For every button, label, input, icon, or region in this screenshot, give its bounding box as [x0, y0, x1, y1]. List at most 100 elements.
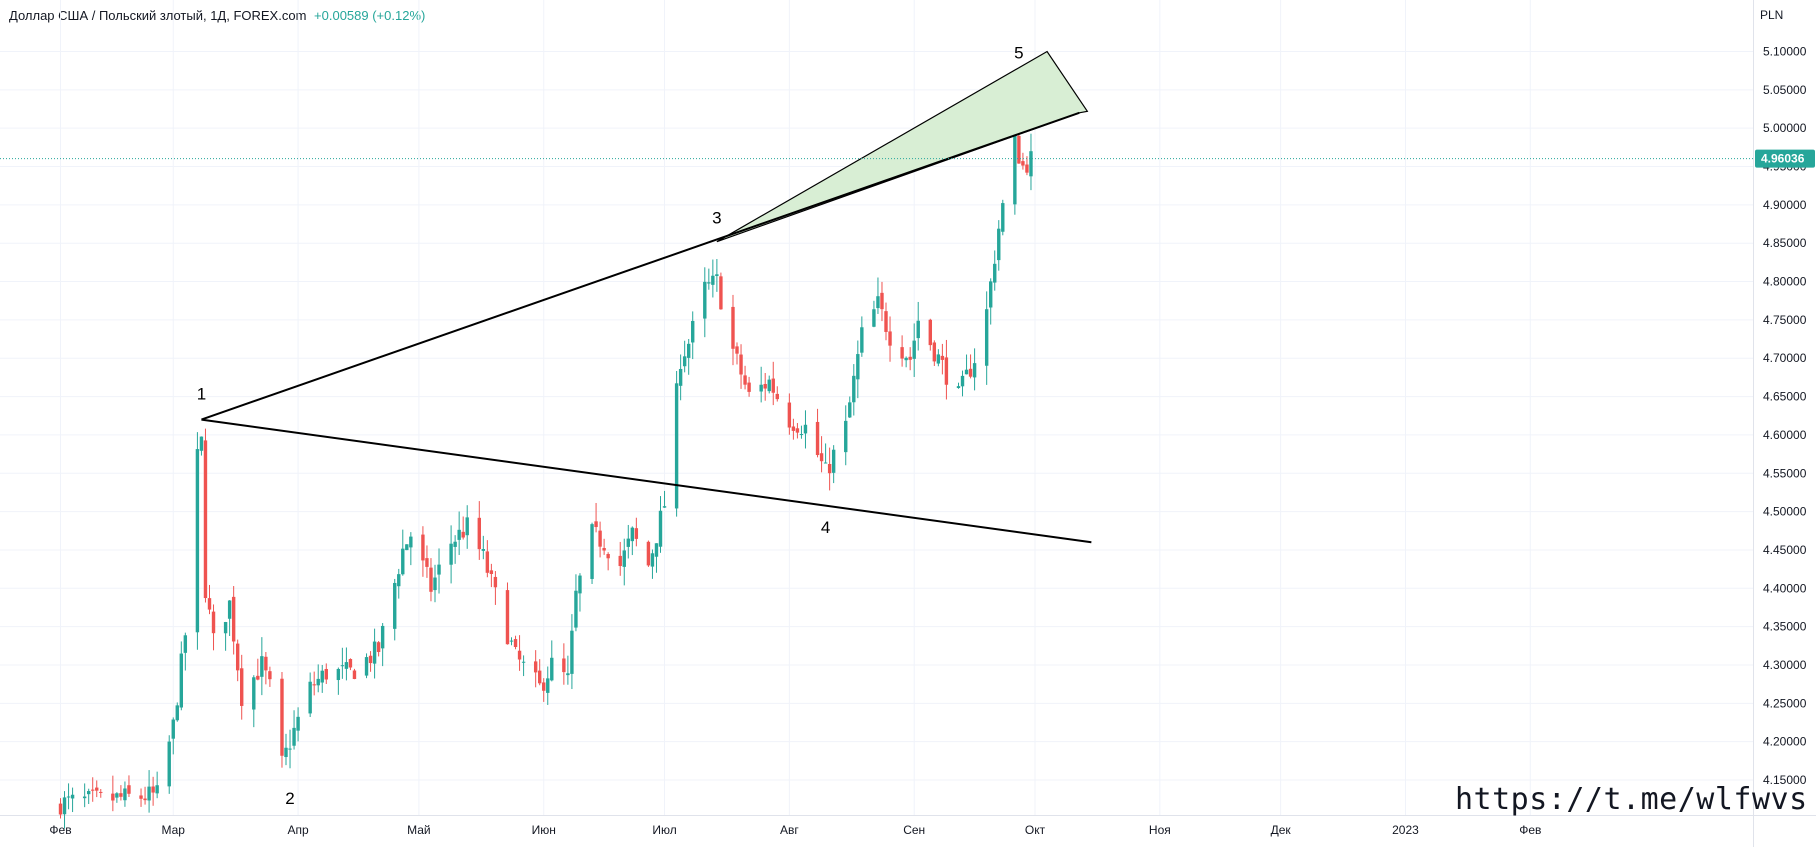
candle-body: [763, 383, 767, 389]
candle-body: [372, 641, 377, 664]
candle-body: [493, 576, 498, 588]
candle-body: [606, 554, 610, 559]
price-tick-label: 4.35000: [1763, 620, 1807, 634]
candle-body: [650, 553, 655, 567]
candle-up: [654, 543, 659, 573]
candle-body: [719, 276, 723, 310]
price-tick-label: 4.20000: [1763, 735, 1807, 749]
price-tick-label: 4.45000: [1763, 543, 1807, 557]
candle-down: [763, 372, 767, 401]
price-axis-unit: PLN: [1760, 8, 1784, 22]
candle-body: [368, 655, 373, 664]
candle-body: [731, 306, 735, 349]
candle-body: [1001, 203, 1005, 232]
wave-label-5: 5: [1014, 43, 1023, 62]
candle-body: [537, 670, 542, 684]
candle-up: [171, 717, 175, 755]
candle-down: [211, 604, 216, 651]
candle-down: [95, 780, 99, 798]
candle-up: [147, 770, 151, 813]
candle-down: [968, 354, 973, 379]
candle-body: [340, 665, 345, 667]
last-price-badge: [1755, 149, 1815, 168]
candle-body: [91, 789, 95, 791]
candle-down: [618, 541, 622, 576]
candle-body: [66, 796, 71, 798]
candle-body: [626, 538, 630, 547]
candle-down: [735, 342, 739, 365]
candle-body: [139, 795, 143, 799]
candle-body: [703, 281, 707, 319]
candle-body: [928, 319, 933, 346]
candle-body: [348, 659, 353, 668]
candle-down: [485, 540, 490, 578]
candle-body: [715, 274, 719, 276]
candle-down: [489, 563, 494, 588]
candle-body: [211, 611, 216, 634]
candle-up: [767, 375, 771, 394]
candle-body: [352, 670, 357, 680]
candle-up: [1001, 199, 1005, 236]
candle-body: [99, 791, 103, 793]
price-tick-label: 5.05000: [1763, 83, 1807, 97]
candle-body: [151, 786, 155, 793]
candle-body: [449, 543, 453, 565]
price-tick-label: 4.55000: [1763, 466, 1807, 480]
time-tick-label: Окт: [1025, 823, 1046, 837]
candle-body: [393, 582, 397, 629]
candle-body: [461, 531, 465, 538]
candle-body: [364, 657, 369, 676]
candle-down: [461, 516, 465, 540]
candle-body: [936, 354, 941, 364]
candle-body: [453, 541, 457, 547]
candle-body: [997, 228, 1001, 261]
candle-up: [578, 573, 582, 612]
candle-body: [223, 621, 228, 634]
time-tick-label: Апр: [287, 823, 309, 837]
candle-body: [993, 263, 997, 283]
candle-body: [968, 368, 973, 377]
candle-up: [227, 600, 232, 637]
candle-body: [227, 600, 232, 619]
candle-down: [598, 521, 602, 558]
candle-down: [348, 658, 353, 671]
candle-up: [682, 340, 687, 373]
candle-up: [691, 311, 695, 360]
candle-body: [292, 727, 296, 746]
candle-body: [856, 354, 860, 380]
candle-down: [91, 777, 95, 802]
candle-up: [453, 535, 457, 564]
candle-body: [296, 716, 300, 731]
candle-up: [183, 632, 188, 671]
candle-body: [848, 402, 852, 418]
candle-down: [932, 340, 937, 367]
candle-body: [82, 796, 87, 799]
time-tick-label: Фев: [1519, 823, 1541, 837]
candle-body: [823, 462, 828, 464]
candle-body: [739, 354, 743, 375]
candle-down: [207, 584, 212, 615]
candle-down: [787, 393, 792, 435]
candle-up: [340, 647, 345, 679]
candle-body: [735, 346, 739, 354]
candle-down: [513, 635, 518, 650]
candle-body: [771, 378, 775, 393]
candle-up: [590, 522, 594, 584]
candle-down: [376, 641, 381, 657]
candle-body: [686, 343, 691, 358]
candle-down: [646, 540, 651, 567]
candle-body: [517, 650, 522, 660]
candle-body: [940, 355, 945, 360]
candle-up: [678, 354, 683, 401]
candle-up: [433, 564, 437, 603]
candle-down: [888, 316, 892, 362]
candle-body: [827, 463, 832, 474]
candle-body: [787, 402, 792, 428]
candle-body: [658, 510, 663, 547]
candle-up: [916, 301, 920, 351]
candle-body: [989, 281, 993, 308]
candle-up: [437, 548, 441, 594]
candle-up: [393, 578, 397, 641]
candle-down: [425, 545, 429, 578]
